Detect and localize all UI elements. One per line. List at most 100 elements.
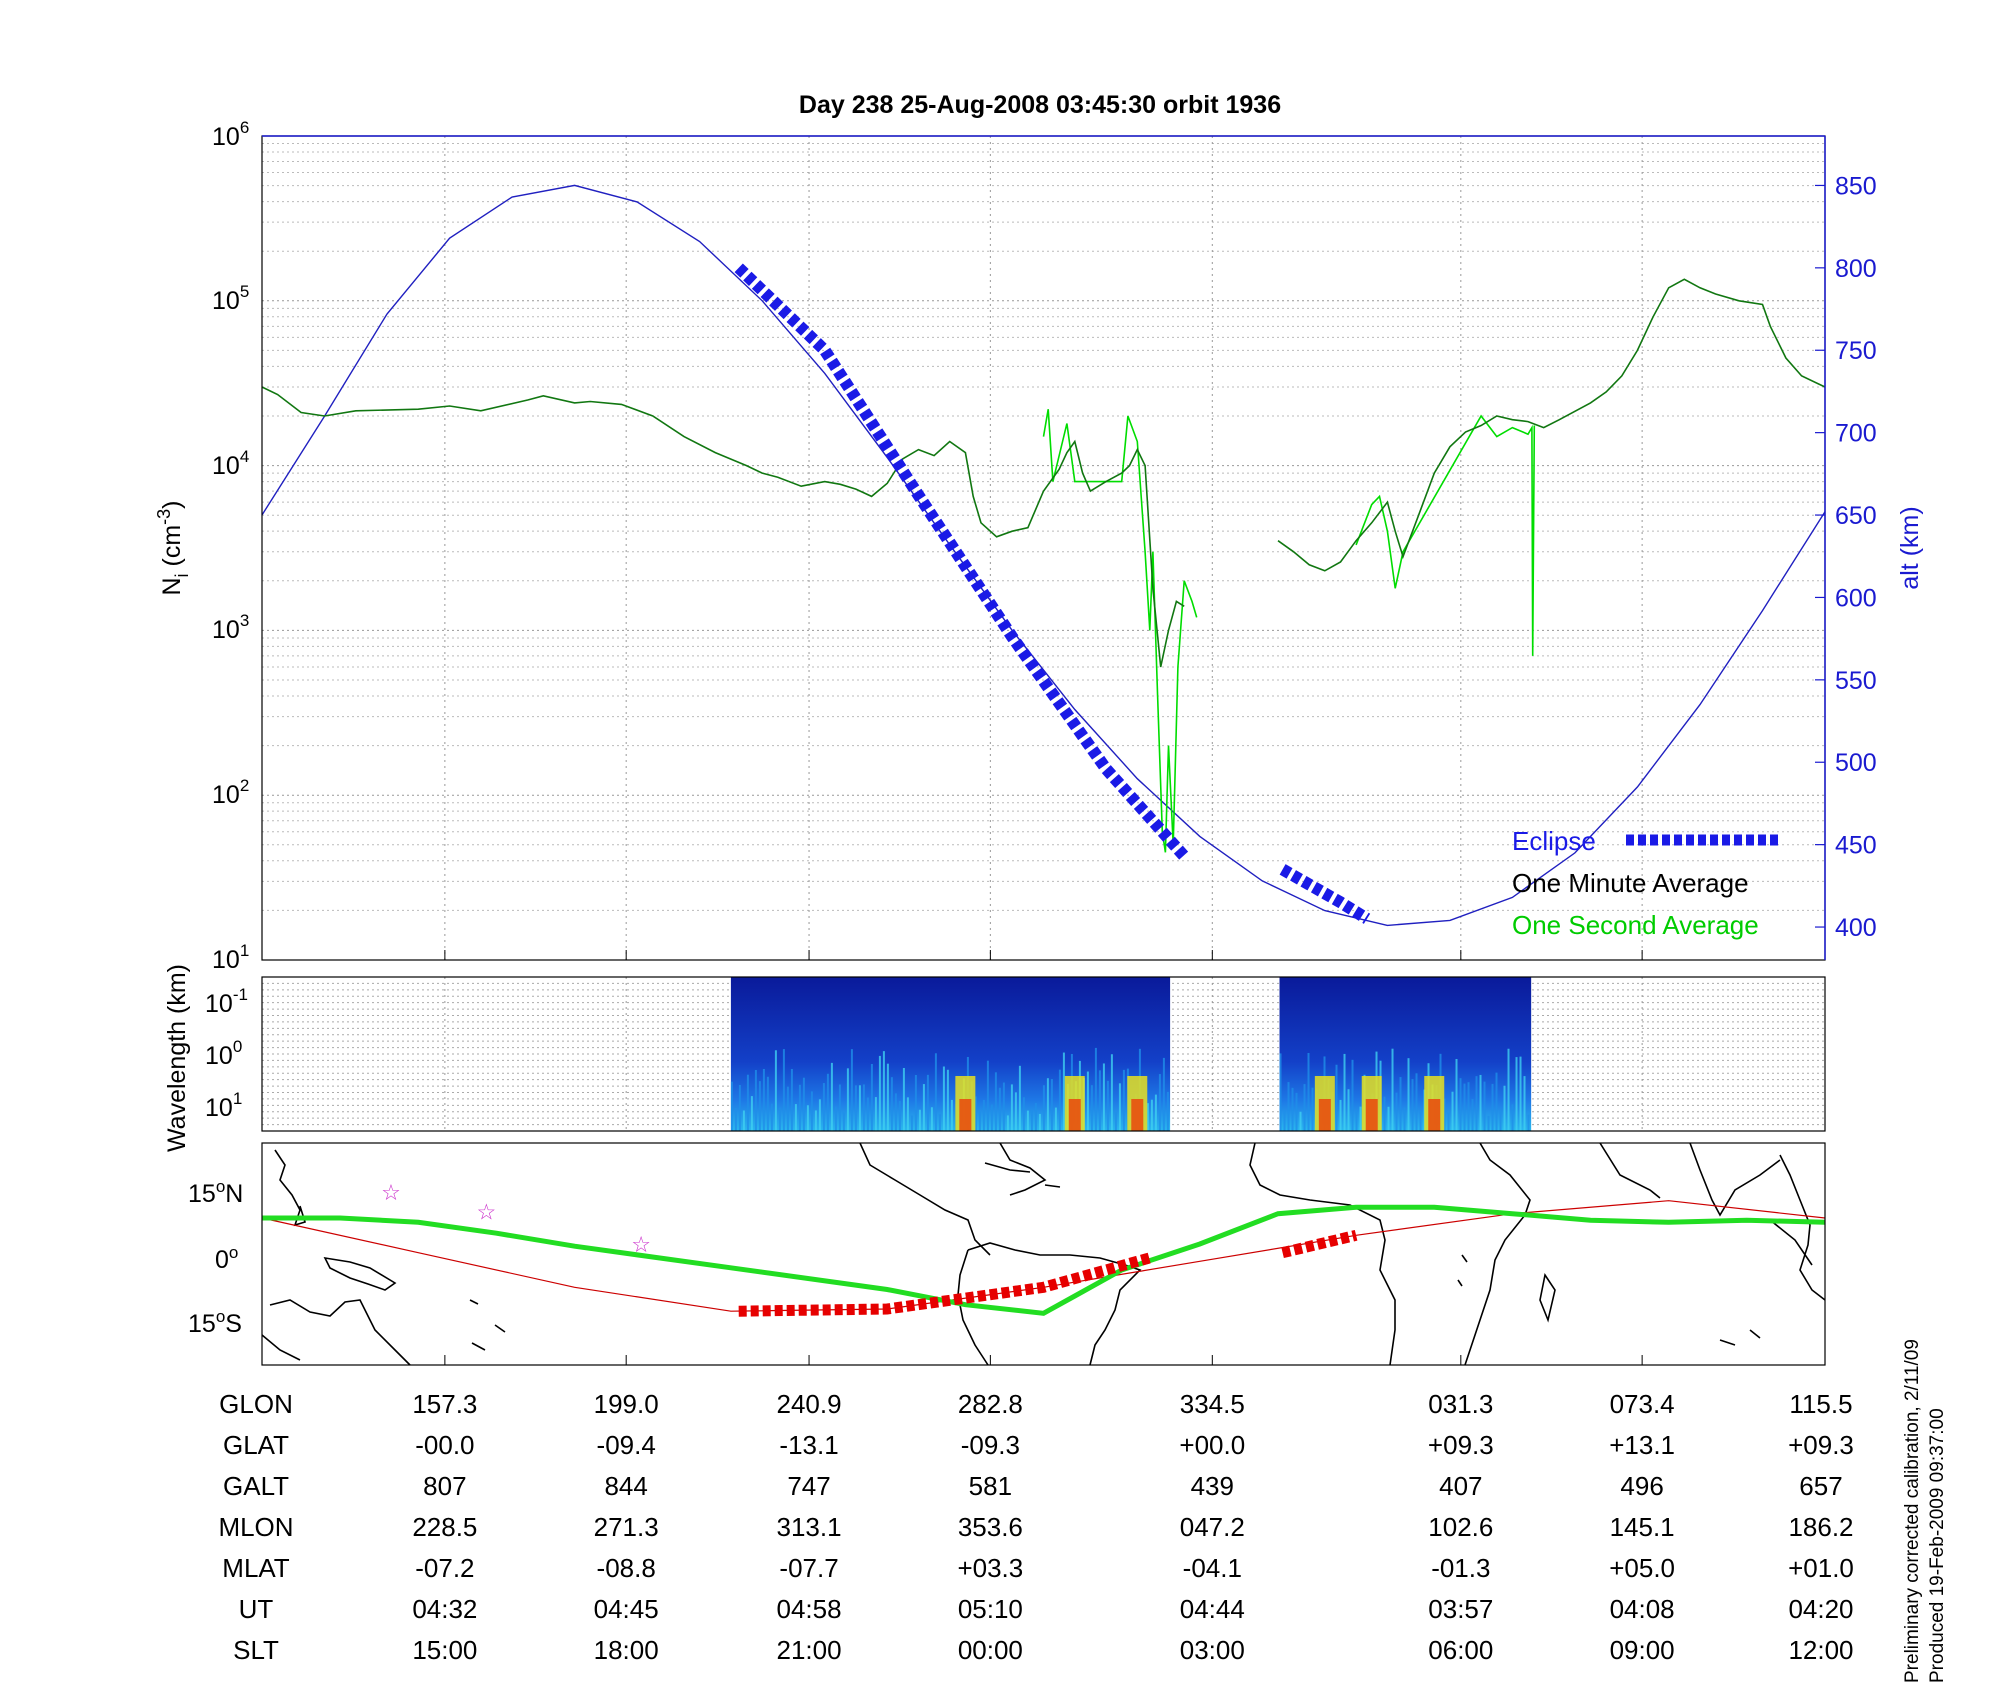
one-minute-average-line: [1277, 278, 1826, 572]
coast-india: [1689, 1142, 1781, 1217]
table-cell: 145.1: [1610, 1512, 1675, 1542]
spectrogram-streak: [1503, 1085, 1506, 1131]
spectrogram-streak: [1038, 1113, 1041, 1131]
y-tick-exp: 1: [240, 941, 249, 960]
table-cell: 240.9: [777, 1389, 842, 1419]
spectrogram-streak: [1291, 1087, 1294, 1131]
spectrogram-streak: [1166, 1091, 1169, 1131]
table-cell: +09.3: [1428, 1430, 1494, 1460]
spectrogram-streak: [1106, 1080, 1109, 1131]
star-marker: ☆: [631, 1233, 651, 1258]
y-tick-label: 102: [212, 776, 249, 809]
spectrogram-streak: [1395, 1092, 1398, 1131]
spectrogram-streak: [1110, 1054, 1113, 1131]
right-tick-label: 450: [1835, 832, 1877, 860]
main-plot-area: [262, 136, 1825, 960]
spectrogram-streak: [794, 1104, 797, 1131]
spectrogram-streak: [742, 1110, 745, 1131]
table-cell: 18:00: [594, 1635, 659, 1665]
spectrogram-streak: [770, 1103, 773, 1131]
spectrogram-streak: [1483, 1081, 1486, 1131]
coast-africa-west: [1249, 1142, 1396, 1366]
table-row-label: GLAT: [223, 1430, 289, 1460]
spectrogram-streak: [902, 1067, 905, 1131]
table-cell: 21:00: [777, 1635, 842, 1665]
spectrogram-streak: [778, 1107, 781, 1131]
spectrogram-streak: [910, 1115, 913, 1131]
table-cell: -04.1: [1183, 1553, 1242, 1583]
spectrogram-streak: [990, 1104, 993, 1131]
one-second-average-line: [1355, 414, 1536, 656]
spectrogram-streak: [1463, 1083, 1466, 1131]
y-axis-label-unit: (cm: [158, 525, 186, 574]
spectrogram-streak: [1443, 1098, 1446, 1131]
spectrogram-streak: [854, 1085, 857, 1131]
spectrogram-streak: [1090, 1085, 1093, 1131]
spectrogram-hotspot-core: [1131, 1099, 1144, 1131]
spectrogram-streak: [998, 1087, 1001, 1131]
coast-australia: [261, 1299, 411, 1366]
spectrogram-streak: [1279, 1053, 1282, 1131]
spectrogram-streak: [834, 1106, 837, 1131]
spectrogram-streak: [1511, 1104, 1514, 1131]
table-row-label: GLON: [219, 1389, 293, 1419]
table-cell: -07.2: [415, 1553, 474, 1583]
spectrogram-streak: [1283, 1110, 1286, 1131]
table-cell: 657: [1799, 1471, 1842, 1501]
map-panel: ☆ ☆ ☆ 15oN 0o 15oS: [188, 1142, 1826, 1366]
spectrogram-streak: [914, 1074, 917, 1131]
y-axis-label-exp: -3: [154, 509, 174, 525]
footer-line-1: Preliminary corrected calibration, 2/11/…: [1902, 1339, 1923, 1683]
eclipse-track-2-line: [1281, 1229, 1358, 1259]
spectrogram-streak: [730, 1081, 733, 1131]
spectrogram-streak: [1086, 1071, 1089, 1131]
spectrogram-streak: [1307, 1052, 1310, 1131]
one-minute-average-line: [261, 386, 1185, 668]
spectrogram-streak: [814, 1110, 817, 1131]
table-cell: 157.3: [412, 1389, 477, 1419]
spectrogram-streak: [842, 1112, 845, 1131]
spec-y-tick-exp: -1: [233, 985, 248, 1004]
table-cell: 115.5: [1789, 1389, 1852, 1419]
eclipse-line: [734, 263, 1189, 861]
map-y-tick-label: 0o: [215, 1243, 238, 1274]
right-tick-label: 550: [1835, 667, 1877, 695]
spectrogram-panel: 10-1 100 101 Wavelength (km): [163, 964, 1826, 1152]
spectrogram-streak: [1162, 1057, 1165, 1131]
coast-madagascar: [1539, 1272, 1556, 1323]
spectrogram-streak: [758, 1081, 761, 1131]
spectrogram-streak: [950, 1099, 953, 1131]
table-cell: 807: [423, 1471, 466, 1501]
spectrogram-streak: [1018, 1065, 1021, 1131]
spectrogram-streak: [886, 1063, 889, 1131]
map-y-tick-label: 15oS: [188, 1307, 242, 1338]
spectrogram-streak: [1295, 1092, 1298, 1131]
spectrogram-streak: [806, 1105, 809, 1131]
deg: o: [216, 1177, 225, 1196]
ephemeris-table: GLON 157.3 199.0 240.9 282.8 334.5 031.3 073.4 1…: [218, 1389, 1853, 1665]
table-cell: 353.6: [958, 1512, 1023, 1542]
table-cell: 228.5: [412, 1512, 477, 1542]
coast-new-guinea: [323, 1256, 397, 1291]
spec-y-tick-exp: 1: [233, 1089, 242, 1108]
spec-y-tick-label: 10-1: [205, 985, 248, 1018]
spectrogram-streak: [802, 1077, 805, 1131]
spectrogram-streak: [1014, 1092, 1017, 1131]
spectrogram-streak: [934, 1053, 937, 1131]
spectrogram-streak: [826, 1073, 829, 1131]
spectrogram-hotspot-core: [1068, 1099, 1081, 1131]
spectrogram-streak: [1519, 1056, 1522, 1131]
coast-southeast-asia: [1769, 1154, 1826, 1301]
spectrogram-streak: [1303, 1084, 1306, 1131]
spectrogram-streak: [1507, 1048, 1510, 1131]
coast-philippines: [274, 1149, 307, 1227]
spectrogram-streak: [870, 1063, 873, 1131]
y-axis-label: Ni (cm-3): [154, 500, 192, 595]
spectrogram-streak: [1034, 1102, 1037, 1131]
y-tick-label: 106: [212, 118, 249, 151]
spectrogram-blocks: [730, 977, 1532, 1131]
spectrogram-streak: [1419, 1109, 1422, 1131]
spectrogram-streak: [1451, 1091, 1454, 1131]
hemi: S: [225, 1310, 242, 1338]
table-cell: 12:00: [1788, 1635, 1853, 1665]
